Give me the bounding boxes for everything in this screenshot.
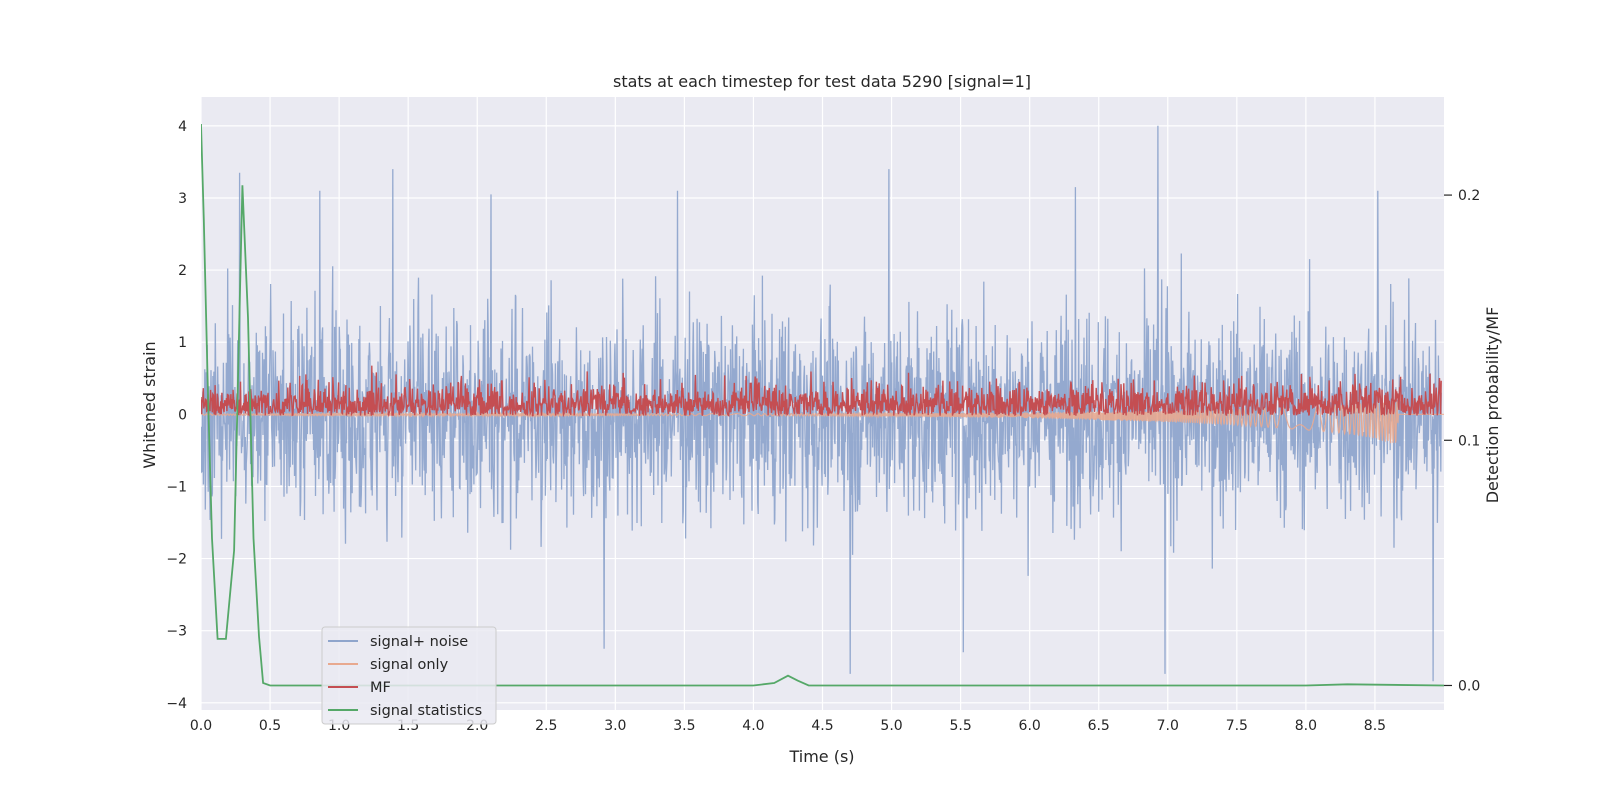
x-tick-label: 4.5 — [811, 718, 833, 734]
y2-axis-label: Detection probability/MF — [1483, 307, 1502, 504]
x-tick-label: 0.5 — [259, 718, 281, 734]
y-axis-ticks: 4 3 2 1 0 −1 −2 −3 −4 — [166, 119, 187, 712]
legend: signal+ noise signal only MF signal statist… — [321, 626, 497, 725]
legend-entry: MF — [370, 680, 391, 696]
y-tick-label: 1 — [178, 335, 187, 351]
series-signal-plus-noise — [201, 125, 1442, 682]
y2-tick-label: 0.1 — [1458, 433, 1480, 449]
y-tick-label: −1 — [166, 479, 187, 495]
y-tick-label: −4 — [166, 696, 187, 712]
legend-entry: signal statistics — [370, 703, 482, 719]
x-tick-label: 7.0 — [1157, 718, 1179, 734]
x-axis-label: Time (s) — [788, 747, 854, 766]
y-tick-label: −2 — [166, 552, 187, 568]
x-tick-label: 2.5 — [535, 718, 557, 734]
legend-box — [321, 626, 497, 725]
y-tick-label: 4 — [178, 119, 187, 135]
signal-plus-noise-line — [201, 125, 1442, 682]
series-mf — [201, 365, 1442, 418]
chart-title: stats at each timestep for test data 529… — [613, 72, 1031, 91]
y-tick-label: 2 — [178, 263, 187, 279]
x-tick-label: 5.0 — [880, 718, 902, 734]
x-tick-label: 8.0 — [1295, 718, 1317, 734]
x-tick-label: 8.5 — [1364, 718, 1386, 734]
x-tick-label: 7.5 — [1226, 718, 1248, 734]
y-axis-label: Whitened strain — [140, 341, 159, 468]
y-tick-label: 0 — [178, 407, 187, 423]
x-tick-label: 3.0 — [604, 718, 626, 734]
x-tick-label: 0.0 — [190, 718, 212, 734]
x-tick-label: 4.0 — [742, 718, 764, 734]
x-axis-ticks: 0.0 0.5 1.0 1.5 2.0 2.5 3.0 3.5 4.0 4.5 5.0 5.5 6.0 6… — [190, 718, 1386, 734]
y-tick-label: 3 — [178, 191, 187, 207]
y2-tick-label: 0.0 — [1458, 678, 1480, 694]
y2-tick-label: 0.2 — [1458, 188, 1480, 204]
y2-axis-ticks: 0.2 0.1 0.0 — [1444, 188, 1480, 694]
x-tick-label: 3.5 — [673, 718, 695, 734]
x-tick-label: 6.5 — [1088, 718, 1110, 734]
x-tick-label: 5.5 — [949, 718, 971, 734]
x-tick-label: 6.0 — [1019, 718, 1041, 734]
mf-line — [201, 365, 1442, 418]
legend-entry: signal+ noise — [370, 634, 468, 650]
legend-entry: signal only — [370, 657, 449, 673]
y-tick-label: −3 — [166, 624, 187, 640]
